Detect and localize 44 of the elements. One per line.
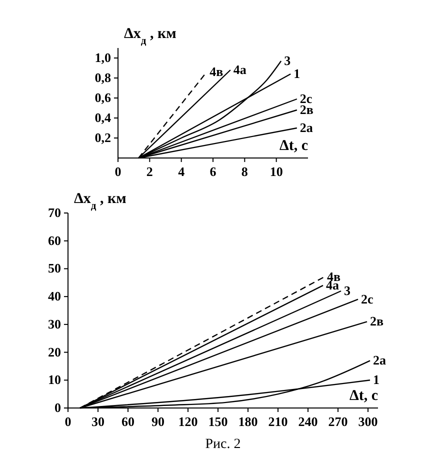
y-tick-label: 0,8 bbox=[94, 70, 112, 85]
x-tick-label: 210 bbox=[268, 414, 288, 429]
x-tick-label: 6 bbox=[210, 164, 217, 179]
y-tick-label: 10 bbox=[48, 372, 61, 388]
x-tick-label: 90 bbox=[152, 414, 164, 429]
x-tick-label: 4 bbox=[178, 164, 186, 179]
series-label: 3 bbox=[344, 283, 351, 298]
x-tick-label: 120 bbox=[178, 414, 198, 429]
x-tick-label: 8 bbox=[241, 164, 248, 179]
y-tick-label: 0,6 bbox=[94, 90, 112, 105]
series-label: 2а bbox=[373, 352, 386, 368]
series-label: 4а bbox=[233, 62, 247, 77]
text: Рис. 2 bbox=[205, 437, 241, 452]
series-label: 3 bbox=[284, 53, 292, 68]
x-axis-title: Δt, с bbox=[349, 388, 378, 404]
y-tick-label: 50 bbox=[48, 260, 61, 276]
x-tick-label: 0 bbox=[64, 414, 72, 429]
x-tick-label: 300 bbox=[358, 414, 378, 429]
series-label: 2в bbox=[370, 314, 384, 329]
y-tick-label: 70 bbox=[48, 205, 61, 220]
x-tick-label: 2 bbox=[146, 164, 153, 179]
y-tick-label: 0,4 bbox=[94, 110, 112, 125]
x-axis-title: Δt, с bbox=[279, 138, 308, 154]
y-tick-label: 0,2 bbox=[94, 130, 111, 145]
y-axis-title: Δx$_{д}$, км bbox=[74, 191, 126, 212]
x-tick-label: 10 bbox=[270, 164, 283, 179]
y-axis-title: Δx$_{д}$, км bbox=[124, 26, 176, 46]
y-tick-label: 30 bbox=[48, 316, 61, 332]
series-label: 2а bbox=[300, 120, 314, 135]
y-tick-label: 60 bbox=[48, 232, 61, 248]
x-tick-label: 150 bbox=[208, 414, 228, 429]
series-label: 4в bbox=[210, 64, 224, 79]
x-tick-label: 0 bbox=[114, 164, 122, 179]
y-tick-label: 0 bbox=[54, 400, 61, 415]
x-tick-label: 60 bbox=[122, 414, 134, 429]
y-tick-label: 40 bbox=[48, 288, 61, 304]
series-label: 2с bbox=[361, 291, 374, 306]
x-tick-label: 270 bbox=[328, 414, 348, 429]
series-label: 1 bbox=[294, 66, 300, 81]
x-tick-label: 180 bbox=[238, 414, 258, 429]
y-tick-label: 1,0 bbox=[94, 50, 111, 65]
x-tick-label: 240 bbox=[298, 414, 318, 429]
series-label: 1 bbox=[373, 372, 380, 388]
y-tick-label: 20 bbox=[48, 344, 61, 360]
